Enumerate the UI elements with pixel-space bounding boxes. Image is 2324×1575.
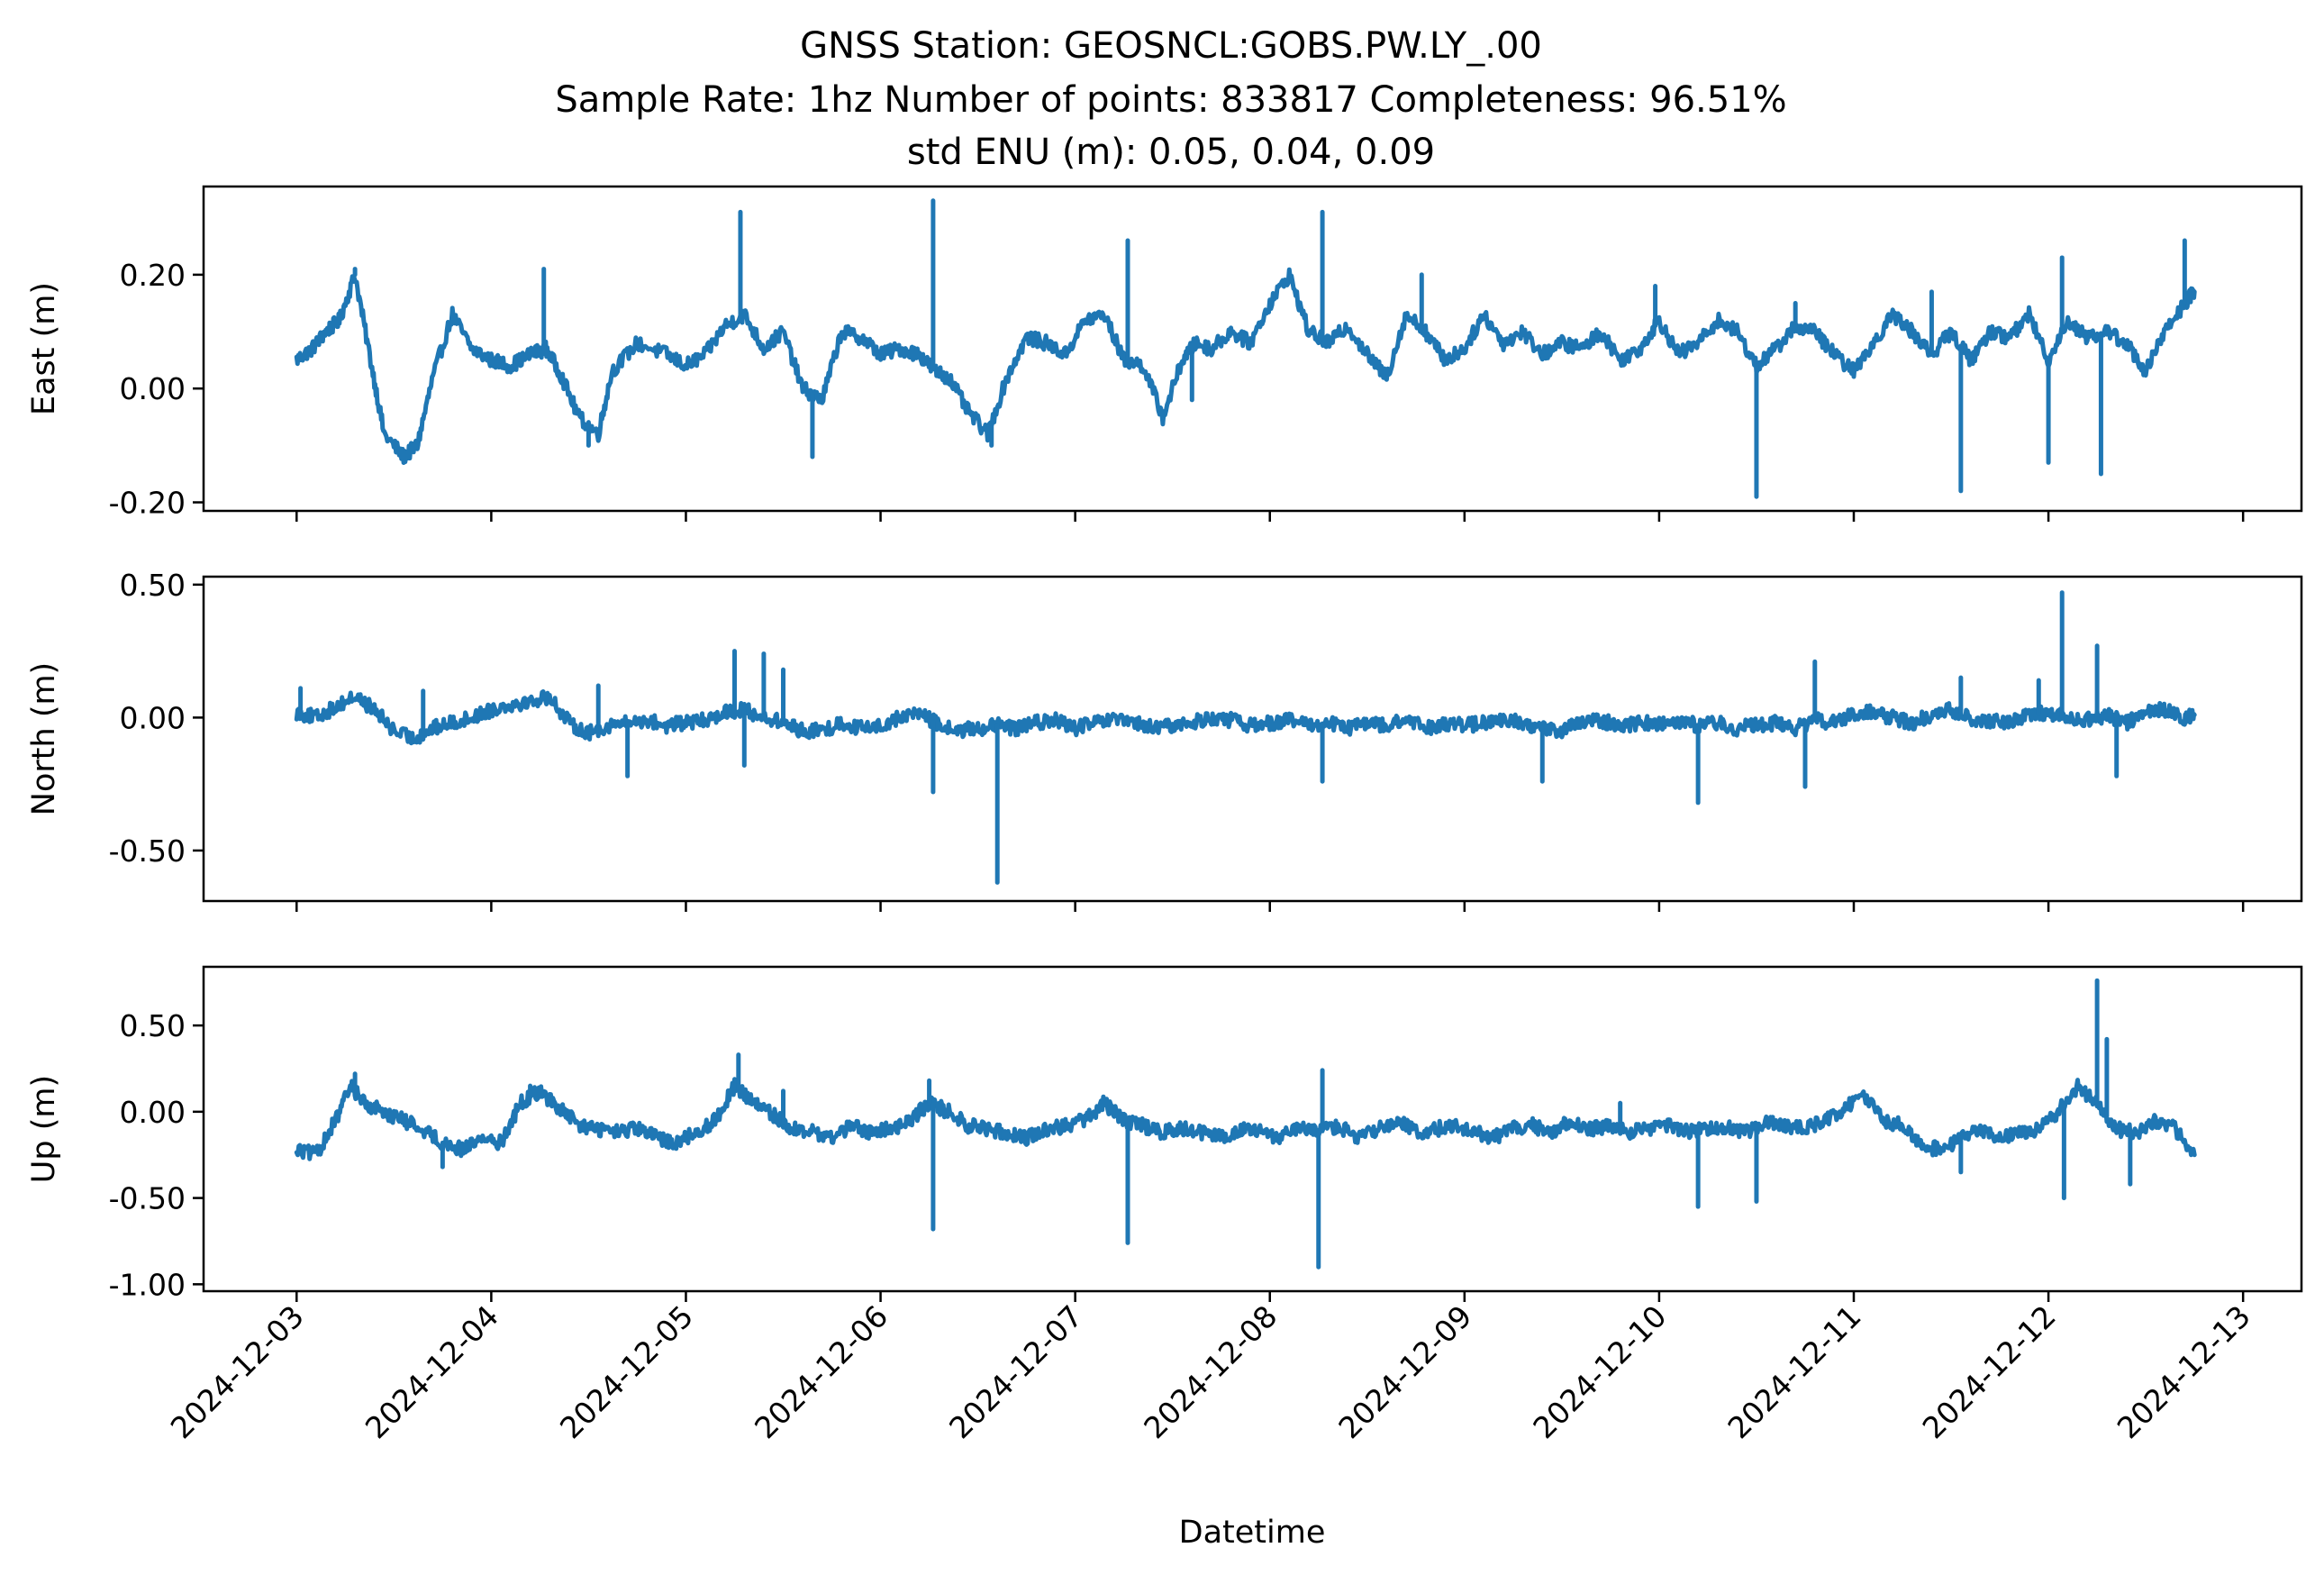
- y-tick-label: -0.50: [109, 833, 186, 869]
- series-line-north: [294, 689, 2197, 746]
- y-tick-label: 0.20: [120, 258, 186, 293]
- y-tick-label: 0.00: [120, 700, 186, 735]
- y-axis-label: East (m): [26, 282, 62, 415]
- y-tick-label: 0.00: [120, 371, 186, 406]
- panel-frame: [202, 185, 2303, 513]
- chart-title-line-1: GNSS Station: GEOSNCL:GOBS.PW.LY_.00: [800, 25, 1542, 67]
- chart-title-line-3: std ENU (m): 0.05, 0.04, 0.09: [907, 132, 1435, 173]
- y-tick-label: 0.50: [120, 568, 186, 603]
- panel-2: -0.50 0.00 0.50 North (m): [26, 568, 2303, 912]
- y-tick-label: 0.00: [120, 1095, 186, 1130]
- series-line-up: [294, 1077, 2197, 1161]
- y-tick-label: -1.00: [109, 1267, 186, 1302]
- series-line-east: [294, 267, 2197, 465]
- panel-frame: [202, 575, 2303, 903]
- panel-1: -0.20 0.00 0.20 East (m): [26, 185, 2303, 522]
- y-tick-label: 0.50: [120, 1008, 186, 1043]
- y-axis-label: Up (m): [26, 1075, 62, 1183]
- y-tick-label: -0.20: [109, 486, 186, 521]
- chart-title-line-2: Sample Rate: 1hz Number of points: 83381…: [555, 79, 1786, 121]
- y-tick-label: -0.50: [109, 1181, 186, 1216]
- panel-frame: [202, 965, 2303, 1293]
- x-axis-label: Datetime: [1179, 1515, 1326, 1551]
- y-axis-label: North (m): [26, 662, 62, 815]
